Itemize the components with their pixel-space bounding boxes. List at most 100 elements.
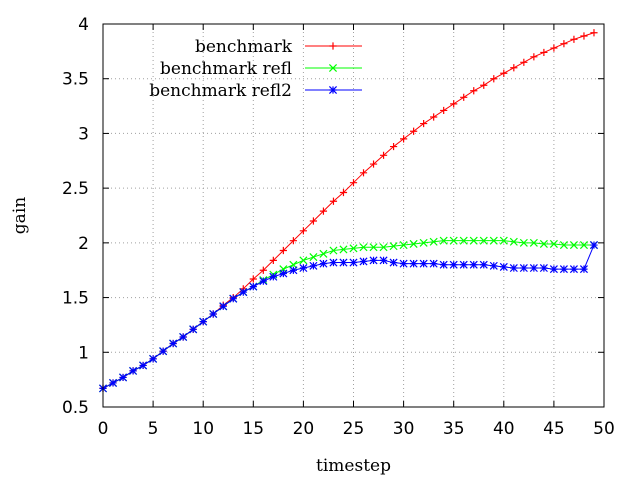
data-point-benchmark — [440, 106, 448, 115]
data-point-benchmark-refl2 — [279, 269, 288, 278]
data-point-benchmark-refl2 — [419, 259, 428, 268]
data-point-benchmark — [510, 64, 518, 72]
data-point-benchmark-refl2 — [439, 260, 448, 269]
data-point-benchmark-refl2 — [549, 265, 558, 274]
data-point-benchmark — [309, 217, 318, 225]
data-point-benchmark — [530, 53, 538, 61]
series-benchmark-refl — [98, 236, 599, 393]
x-tick-label: 15 — [242, 419, 264, 439]
data-point-benchmark-refl — [399, 241, 408, 250]
legend-marker-benchmark-refl2 — [328, 85, 338, 95]
data-point-benchmark-refl — [569, 241, 578, 250]
data-point-benchmark-refl — [419, 238, 428, 247]
data-point-benchmark-refl2 — [219, 302, 228, 311]
data-point-benchmark-refl2 — [579, 265, 588, 274]
data-point-benchmark — [480, 81, 488, 89]
data-point-benchmark-refl — [519, 238, 528, 247]
data-point-benchmark — [349, 179, 358, 187]
data-point-benchmark-refl2 — [159, 347, 168, 356]
data-point-benchmark-refl — [499, 236, 508, 245]
data-point-benchmark-refl — [439, 236, 448, 245]
legend-label: benchmark — [195, 37, 293, 57]
y-tick-label: 0.5 — [62, 398, 89, 418]
data-point-benchmark-refl — [329, 246, 338, 255]
data-point-benchmark-refl — [479, 236, 488, 245]
data-point-benchmark — [329, 197, 338, 205]
series-line-benchmark-refl2 — [102, 244, 595, 389]
data-point-benchmark — [410, 127, 418, 135]
data-point-benchmark-refl — [559, 241, 568, 250]
data-point-benchmark — [249, 275, 257, 283]
data-point-benchmark-refl — [309, 253, 318, 262]
data-point-benchmark — [339, 188, 348, 197]
data-point-benchmark-refl2 — [449, 260, 458, 269]
data-point-benchmark — [400, 135, 408, 143]
series-benchmark-refl2 — [98, 241, 599, 393]
y-tick-label: 1.5 — [62, 289, 89, 309]
x-tick-label: 0 — [98, 419, 109, 439]
data-point-benchmark — [289, 237, 297, 245]
data-point-benchmark-refl2 — [119, 373, 128, 382]
data-point-benchmark-refl2 — [589, 241, 599, 250]
y-tick-label: 3 — [78, 124, 89, 144]
data-point-benchmark-refl — [359, 243, 368, 252]
data-point-benchmark — [560, 40, 568, 48]
data-point-benchmark-refl — [339, 245, 348, 254]
x-tick-label: 20 — [293, 419, 315, 439]
data-point-benchmark-refl — [579, 241, 588, 250]
data-point-benchmark-refl2 — [139, 361, 148, 370]
data-point-benchmark-refl2 — [108, 378, 118, 387]
data-point-benchmark — [570, 35, 578, 43]
data-point-benchmark-refl — [469, 236, 478, 245]
data-point-benchmark-refl2 — [269, 272, 278, 281]
data-point-benchmark-refl2 — [249, 282, 258, 291]
data-point-benchmark-refl2 — [179, 332, 188, 341]
data-point-benchmark-refl2 — [429, 259, 438, 268]
data-point-benchmark-refl — [409, 239, 418, 248]
data-point-benchmark-refl — [349, 244, 358, 253]
data-point-benchmark-refl2 — [359, 257, 368, 266]
y-tick-label: 1 — [78, 343, 89, 363]
legend-label: benchmark refl — [160, 59, 292, 79]
data-point-benchmark-refl2 — [169, 339, 178, 348]
data-point-benchmark-refl2 — [379, 256, 388, 265]
data-point-benchmark-refl2 — [499, 262, 508, 271]
data-point-benchmark-refl2 — [489, 261, 498, 270]
x-tick-label: 10 — [192, 419, 214, 439]
data-point-benchmark — [389, 142, 398, 151]
data-point-benchmark-refl2 — [349, 258, 358, 267]
data-point-benchmark-refl2 — [199, 317, 208, 326]
x-tick-label: 40 — [493, 419, 515, 439]
data-point-benchmark-refl2 — [209, 309, 218, 319]
data-point-benchmark — [580, 32, 588, 40]
y-axis-title: gain — [10, 197, 30, 234]
data-point-benchmark — [490, 75, 498, 83]
data-point-benchmark-refl — [379, 243, 388, 252]
data-point-benchmark-refl2 — [399, 259, 408, 268]
x-tick-label: 50 — [593, 419, 615, 439]
data-point-benchmark-refl2 — [259, 277, 268, 286]
x-tick-label: 25 — [343, 419, 365, 439]
data-point-benchmark-refl2 — [569, 265, 578, 274]
data-point-benchmark-refl2 — [539, 264, 548, 273]
data-point-benchmark-refl2 — [239, 288, 248, 297]
data-point-benchmark — [379, 151, 388, 159]
data-point-benchmark-refl — [389, 242, 398, 251]
data-point-benchmark-refl2 — [329, 258, 338, 267]
legend-marker-benchmark-refl — [328, 63, 338, 73]
data-point-benchmark-refl2 — [459, 260, 468, 269]
data-point-benchmark — [269, 256, 277, 264]
data-point-benchmark-refl2 — [509, 264, 518, 273]
data-point-benchmark-refl2 — [189, 325, 198, 334]
data-point-benchmark — [470, 87, 478, 95]
data-point-benchmark-refl — [509, 237, 518, 246]
data-point-benchmark — [279, 246, 287, 255]
data-point-benchmark — [299, 227, 307, 235]
data-point-benchmark-refl — [489, 236, 498, 245]
data-point-benchmark-refl — [449, 236, 458, 245]
data-point-benchmark-refl — [429, 237, 438, 246]
data-point-benchmark-refl2 — [289, 266, 298, 275]
data-point-benchmark-refl — [369, 243, 378, 252]
x-tick-label: 5 — [148, 419, 159, 439]
data-point-benchmark-refl2 — [369, 256, 378, 265]
